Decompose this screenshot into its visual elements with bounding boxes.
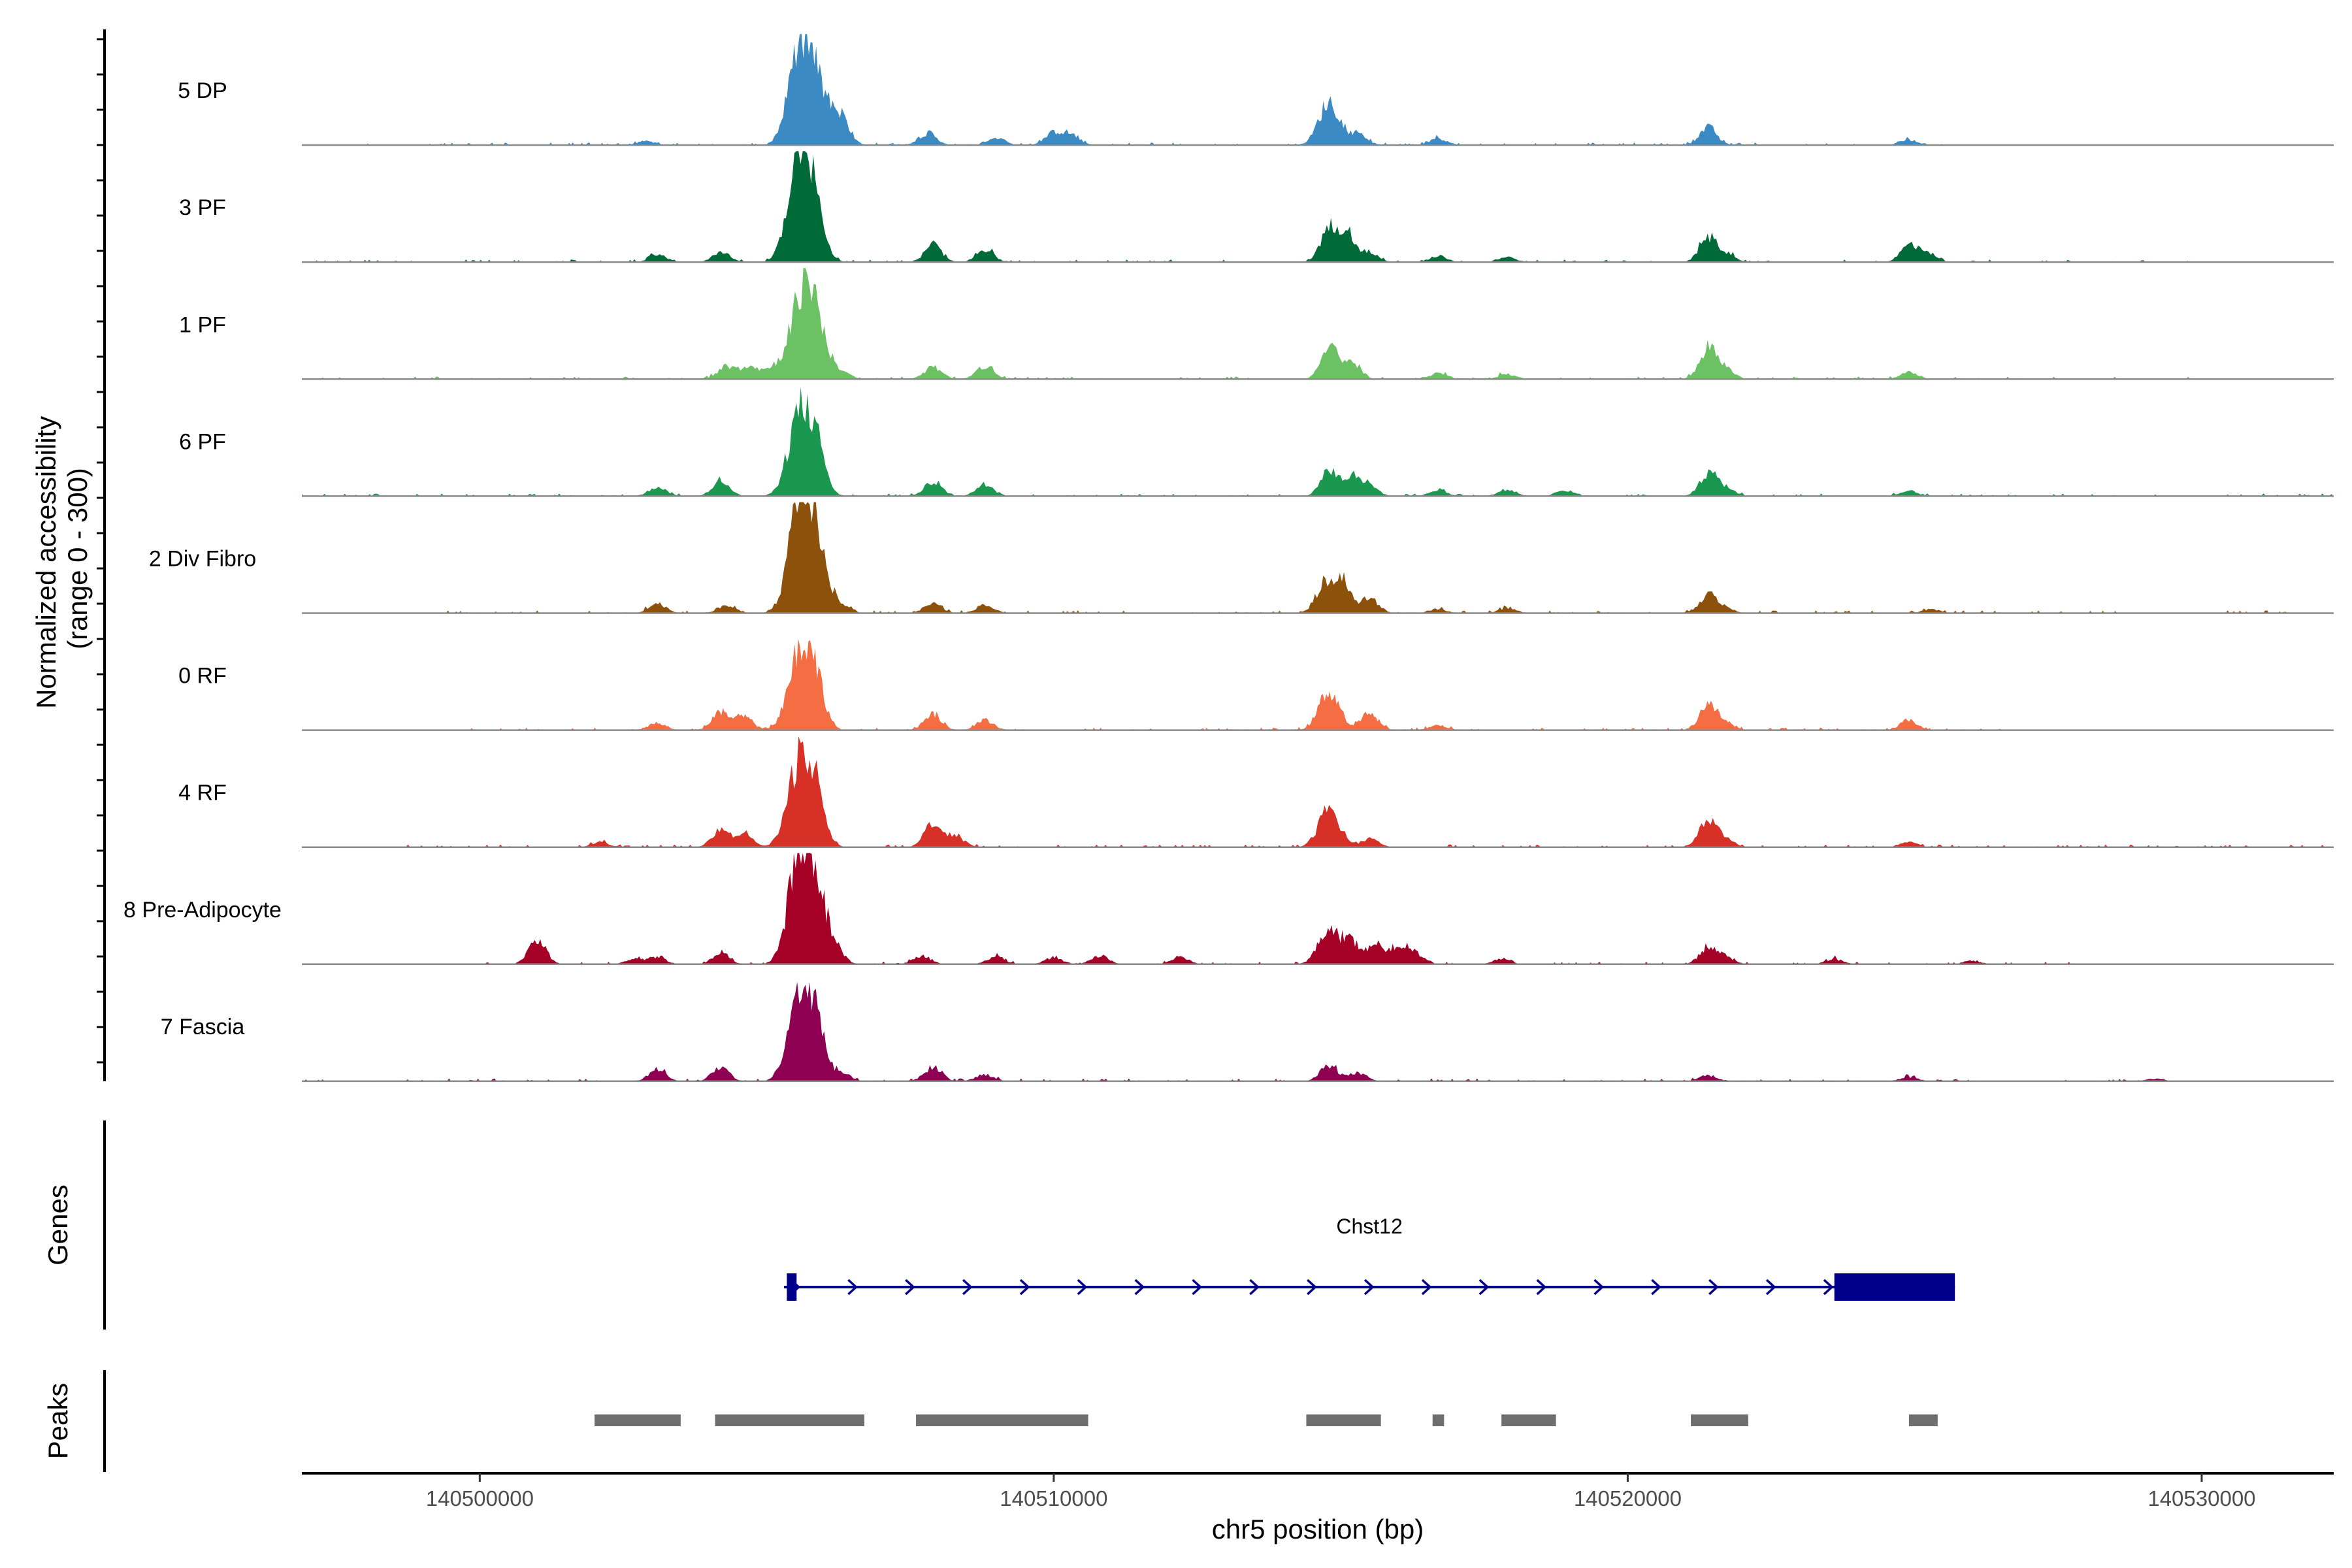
x-tick-label: 140520000 (1574, 1486, 1682, 1511)
coverage-y-axis (97, 29, 106, 1081)
gene-exon (1834, 1273, 1955, 1301)
track-label: 7 Fascia (161, 1015, 245, 1039)
gene-exon (787, 1273, 797, 1301)
track-label: 8 Pre-Adipocyte (123, 898, 282, 923)
x-tick-label: 140500000 (426, 1486, 534, 1511)
gene-track: Chst12 (783, 1215, 1955, 1301)
strand-arrow (1019, 1279, 1030, 1296)
genes-panel-label: Genes (42, 1184, 73, 1266)
peak-region (595, 1414, 681, 1426)
track-6-pf: 6 PF (179, 387, 2334, 497)
strand-arrow (1708, 1279, 1719, 1296)
strand-arrow (1134, 1279, 1145, 1296)
track-4-rf: 4 RF (178, 736, 2334, 848)
strand-arrow (1823, 1279, 1834, 1296)
strand-arrow (1307, 1279, 1317, 1296)
coverage-area (468, 638, 2007, 730)
x-axis-ticks: 140500000 140510000 140520000 140530000 (426, 1473, 2256, 1511)
x-axis-title: chr5 position (bp) (1212, 1514, 1424, 1544)
track-3-pf: 3 PF (179, 151, 2334, 263)
gene-chst12: Chst12 (783, 1215, 1955, 1301)
coverage-area (468, 853, 2087, 964)
peak-region (1432, 1414, 1445, 1426)
strand-arrow (905, 1279, 915, 1296)
strand-arrow (1765, 1279, 1776, 1296)
strand-arrow (1536, 1279, 1547, 1296)
x-tick-label: 140530000 (2148, 1486, 2255, 1511)
strand-arrow (1364, 1279, 1375, 1296)
strand-arrow (1192, 1279, 1203, 1296)
track-label: 6 PF (179, 429, 226, 454)
coverage-area (302, 387, 2334, 497)
coverage-area (302, 268, 2191, 380)
peak-region (1501, 1414, 1556, 1426)
coverage-area (302, 736, 2334, 847)
coverage-y-axis-title-line2: (range 0 - 300) (62, 468, 93, 649)
track-label: 2 Div Fibro (149, 547, 256, 572)
track-0-rf: 0 RF (178, 638, 2334, 731)
coverage-y-ticks (97, 38, 105, 1064)
coverage-tracks: 5 DP 3 PF 1 PF 6 PF 2 Div Fibro 0 RF 4 RF 8 Pre… (123, 34, 2334, 1083)
peaks-panel-label: Peaks (42, 1383, 73, 1460)
peak-region (1306, 1414, 1381, 1426)
peak-region (1691, 1414, 1748, 1426)
peak-track (595, 1414, 1938, 1426)
strand-arrow (1651, 1279, 1661, 1296)
gene-label: Chst12 (1336, 1215, 1402, 1238)
track-1-pf: 1 PF (179, 268, 2334, 380)
track-label: 1 PF (179, 312, 226, 337)
track-8-pre-adipocyte: 8 Pre-Adipocyte (123, 853, 2334, 966)
track-label: 0 RF (178, 664, 227, 689)
coverage-area (302, 151, 2197, 263)
strand-arrow (1421, 1279, 1432, 1296)
x-tick-label: 140510000 (1000, 1486, 1107, 1511)
coverage-area (439, 502, 2311, 613)
strand-arrow (962, 1279, 973, 1296)
coverage-y-axis-title-line1: Normalized accessibility (31, 416, 61, 709)
track-label: 5 DP (178, 78, 227, 103)
track-label: 3 PF (179, 195, 226, 220)
strand-arrow (1593, 1279, 1605, 1296)
track-2-div-fibro: 2 Div Fibro (149, 502, 2334, 614)
coverage-area (302, 34, 1950, 146)
strand-arrow (1077, 1279, 1088, 1296)
strand-arrow (1478, 1279, 1490, 1296)
peak-region (1908, 1414, 1938, 1426)
coverage-y-axis-title: Normalized accessibility (range 0 - 300) (31, 408, 93, 709)
track-label: 4 RF (178, 781, 227, 806)
peak-region (715, 1414, 864, 1426)
strand-arrow (847, 1279, 858, 1296)
track-7-fascia: 7 Fascia (161, 981, 2334, 1083)
strand-arrow (1249, 1279, 1260, 1296)
peak-region (916, 1414, 1088, 1426)
coverage-area (302, 981, 2168, 1081)
track-5-dp: 5 DP (178, 34, 2334, 146)
